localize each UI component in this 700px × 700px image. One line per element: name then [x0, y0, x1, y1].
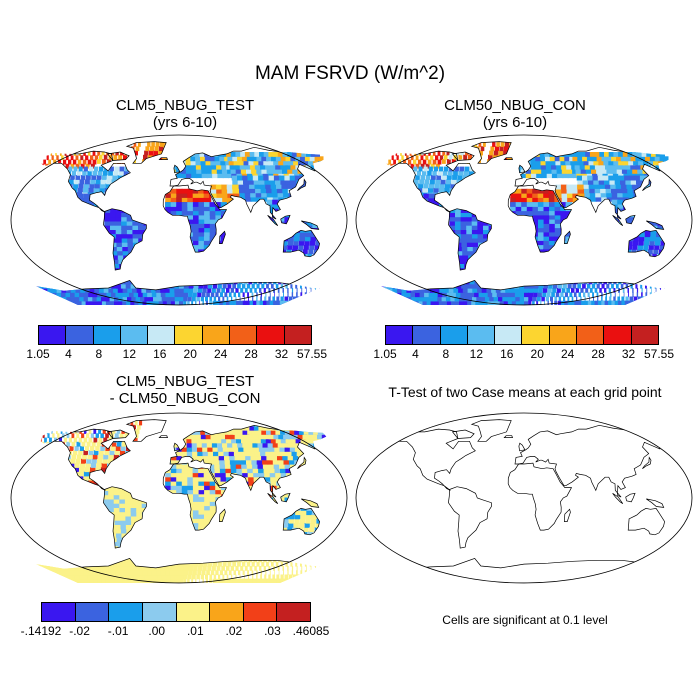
- panel2-years: (yrs 6-10): [482, 114, 548, 131]
- colorbar-difference-tick-label: .03: [264, 624, 281, 638]
- colorbar-difference-tick-label: .02: [225, 624, 243, 638]
- colorbar-swatch: [230, 326, 258, 344]
- panel3-case-name: CLM5_NBUG_TEST: [115, 373, 255, 390]
- colorbar-difference-tick-label: -.01: [107, 624, 129, 638]
- colorbar-difference-tick-label: .46085: [292, 624, 330, 638]
- figure-title: MAM FSRVD (W/m^2): [254, 63, 446, 84]
- colorbar-control-tick-label: 57.55: [643, 347, 675, 361]
- panel2-title: CLM50_NBUG_CON (yrs 6-10): [350, 97, 680, 131]
- map-background: [356, 413, 692, 583]
- colorbar-difference-labels: -.14192 -.02 -.01 .00 .01 .02 .03 .46085: [21, 624, 330, 638]
- colorbar-test-labels: 1.05 4 8 12 16 20 24 28 32 57.55: [26, 347, 327, 361]
- map-panel-ttest: [355, 412, 693, 584]
- colorbar-swatch: [440, 326, 468, 344]
- panel2-case-name: CLM50_NBUG_CON: [444, 97, 586, 114]
- colorbar-test-tick-label: 32: [274, 347, 289, 361]
- colorbar-swatch: [549, 326, 578, 344]
- colorbar-control-tick-label: 28: [591, 347, 605, 361]
- colorbar-swatch: [284, 326, 311, 344]
- colorbar-swatch: [631, 326, 658, 344]
- colorbar-test-tick-label: 20: [183, 347, 197, 361]
- coastlines: [380, 419, 685, 583]
- colorbar-swatch: [66, 326, 94, 344]
- map-border: [10, 134, 348, 306]
- colorbar-control-tick-label: 1.05: [373, 347, 397, 361]
- colorbar-test-tick-label: 8: [95, 347, 103, 361]
- colorbar-difference: [41, 602, 311, 622]
- colorbar-control-tick-label: 24: [560, 347, 575, 361]
- colorbar-swatch: [413, 326, 441, 344]
- colorbar-control-tick-label: 32: [621, 347, 636, 361]
- colorbar-difference-tick-label: .00: [148, 624, 166, 638]
- colorbar-control-labels: 1.05 4 8 12 16 20 24 28 32 57.55: [373, 347, 674, 361]
- colorbar-swatch: [577, 326, 605, 344]
- colorbar-test-tick-label: 57.55: [296, 347, 328, 361]
- map-panel-control: [355, 134, 693, 306]
- colorbar-swatch: [604, 326, 632, 344]
- colorbar-test: [38, 325, 312, 345]
- colorbar-swatch: [39, 326, 67, 344]
- colorbar-test-tick-label: 28: [244, 347, 258, 361]
- colorbar-swatch: [93, 326, 121, 344]
- coastlines: [380, 141, 685, 305]
- panel1-years: (yrs 6-10): [152, 114, 218, 131]
- colorbar-swatch: [120, 326, 149, 344]
- map-panel-test: [10, 134, 348, 306]
- colorbar-swatch: [386, 326, 414, 344]
- colorbar-control-tick-label: 8: [442, 347, 450, 361]
- colorbar-swatch: [75, 603, 110, 621]
- colorbar-swatch: [176, 603, 211, 621]
- colorbar-swatch: [495, 326, 523, 344]
- map-border: [10, 412, 348, 584]
- colorbar-control-tick-label: 4: [412, 347, 419, 361]
- colorbar-difference-tick-label: -.02: [69, 624, 90, 638]
- colorbar-swatch: [257, 326, 285, 344]
- panel1-title: CLM5_NBUG_TEST (yrs 6-10): [20, 97, 350, 131]
- colorbar-control: [385, 325, 659, 345]
- colorbar-swatch: [210, 603, 244, 621]
- colorbar-swatch: [175, 326, 203, 344]
- map-border: [355, 412, 693, 584]
- colorbar-swatch: [202, 326, 231, 344]
- colorbar-swatch: [142, 603, 177, 621]
- colorbar-swatch: [148, 326, 176, 344]
- colorbar-swatch: [243, 603, 278, 621]
- colorbar-control-tick-label: 16: [500, 347, 514, 361]
- panel1-case-name: CLM5_NBUG_TEST: [115, 97, 255, 114]
- colorbar-swatch: [42, 603, 76, 621]
- colorbar-swatch: [277, 603, 310, 621]
- colorbar-test-tick-label: 4: [65, 347, 72, 361]
- panel3-title: CLM5_NBUG_TEST - CLM50_NBUG_CON: [20, 373, 350, 407]
- significance-note: Cells are significant at 0.1 level: [442, 613, 608, 627]
- colorbar-control-tick-label: 20: [530, 347, 544, 361]
- colorbar-control-tick-label: 12: [469, 347, 484, 361]
- colorbar-swatch: [522, 326, 550, 344]
- colorbar-swatch: [109, 603, 143, 621]
- colorbar-test-tick-label: 1.05: [26, 347, 50, 361]
- panel4-title: T-Test of two Case means at each grid po…: [388, 384, 662, 400]
- colorbar-difference-tick-label: -.14192: [20, 624, 62, 638]
- colorbar-difference-tick-label: .01: [186, 624, 204, 638]
- colorbar-swatch: [467, 326, 496, 344]
- colorbar-test-tick-label: 24: [213, 347, 228, 361]
- map-panel-difference: [10, 412, 348, 584]
- map-border: [355, 134, 693, 306]
- colorbar-test-tick-label: 16: [153, 347, 167, 361]
- colorbar-test-tick-label: 12: [122, 347, 137, 361]
- panel3-minus-case: - CLM50_NBUG_CON: [109, 390, 261, 407]
